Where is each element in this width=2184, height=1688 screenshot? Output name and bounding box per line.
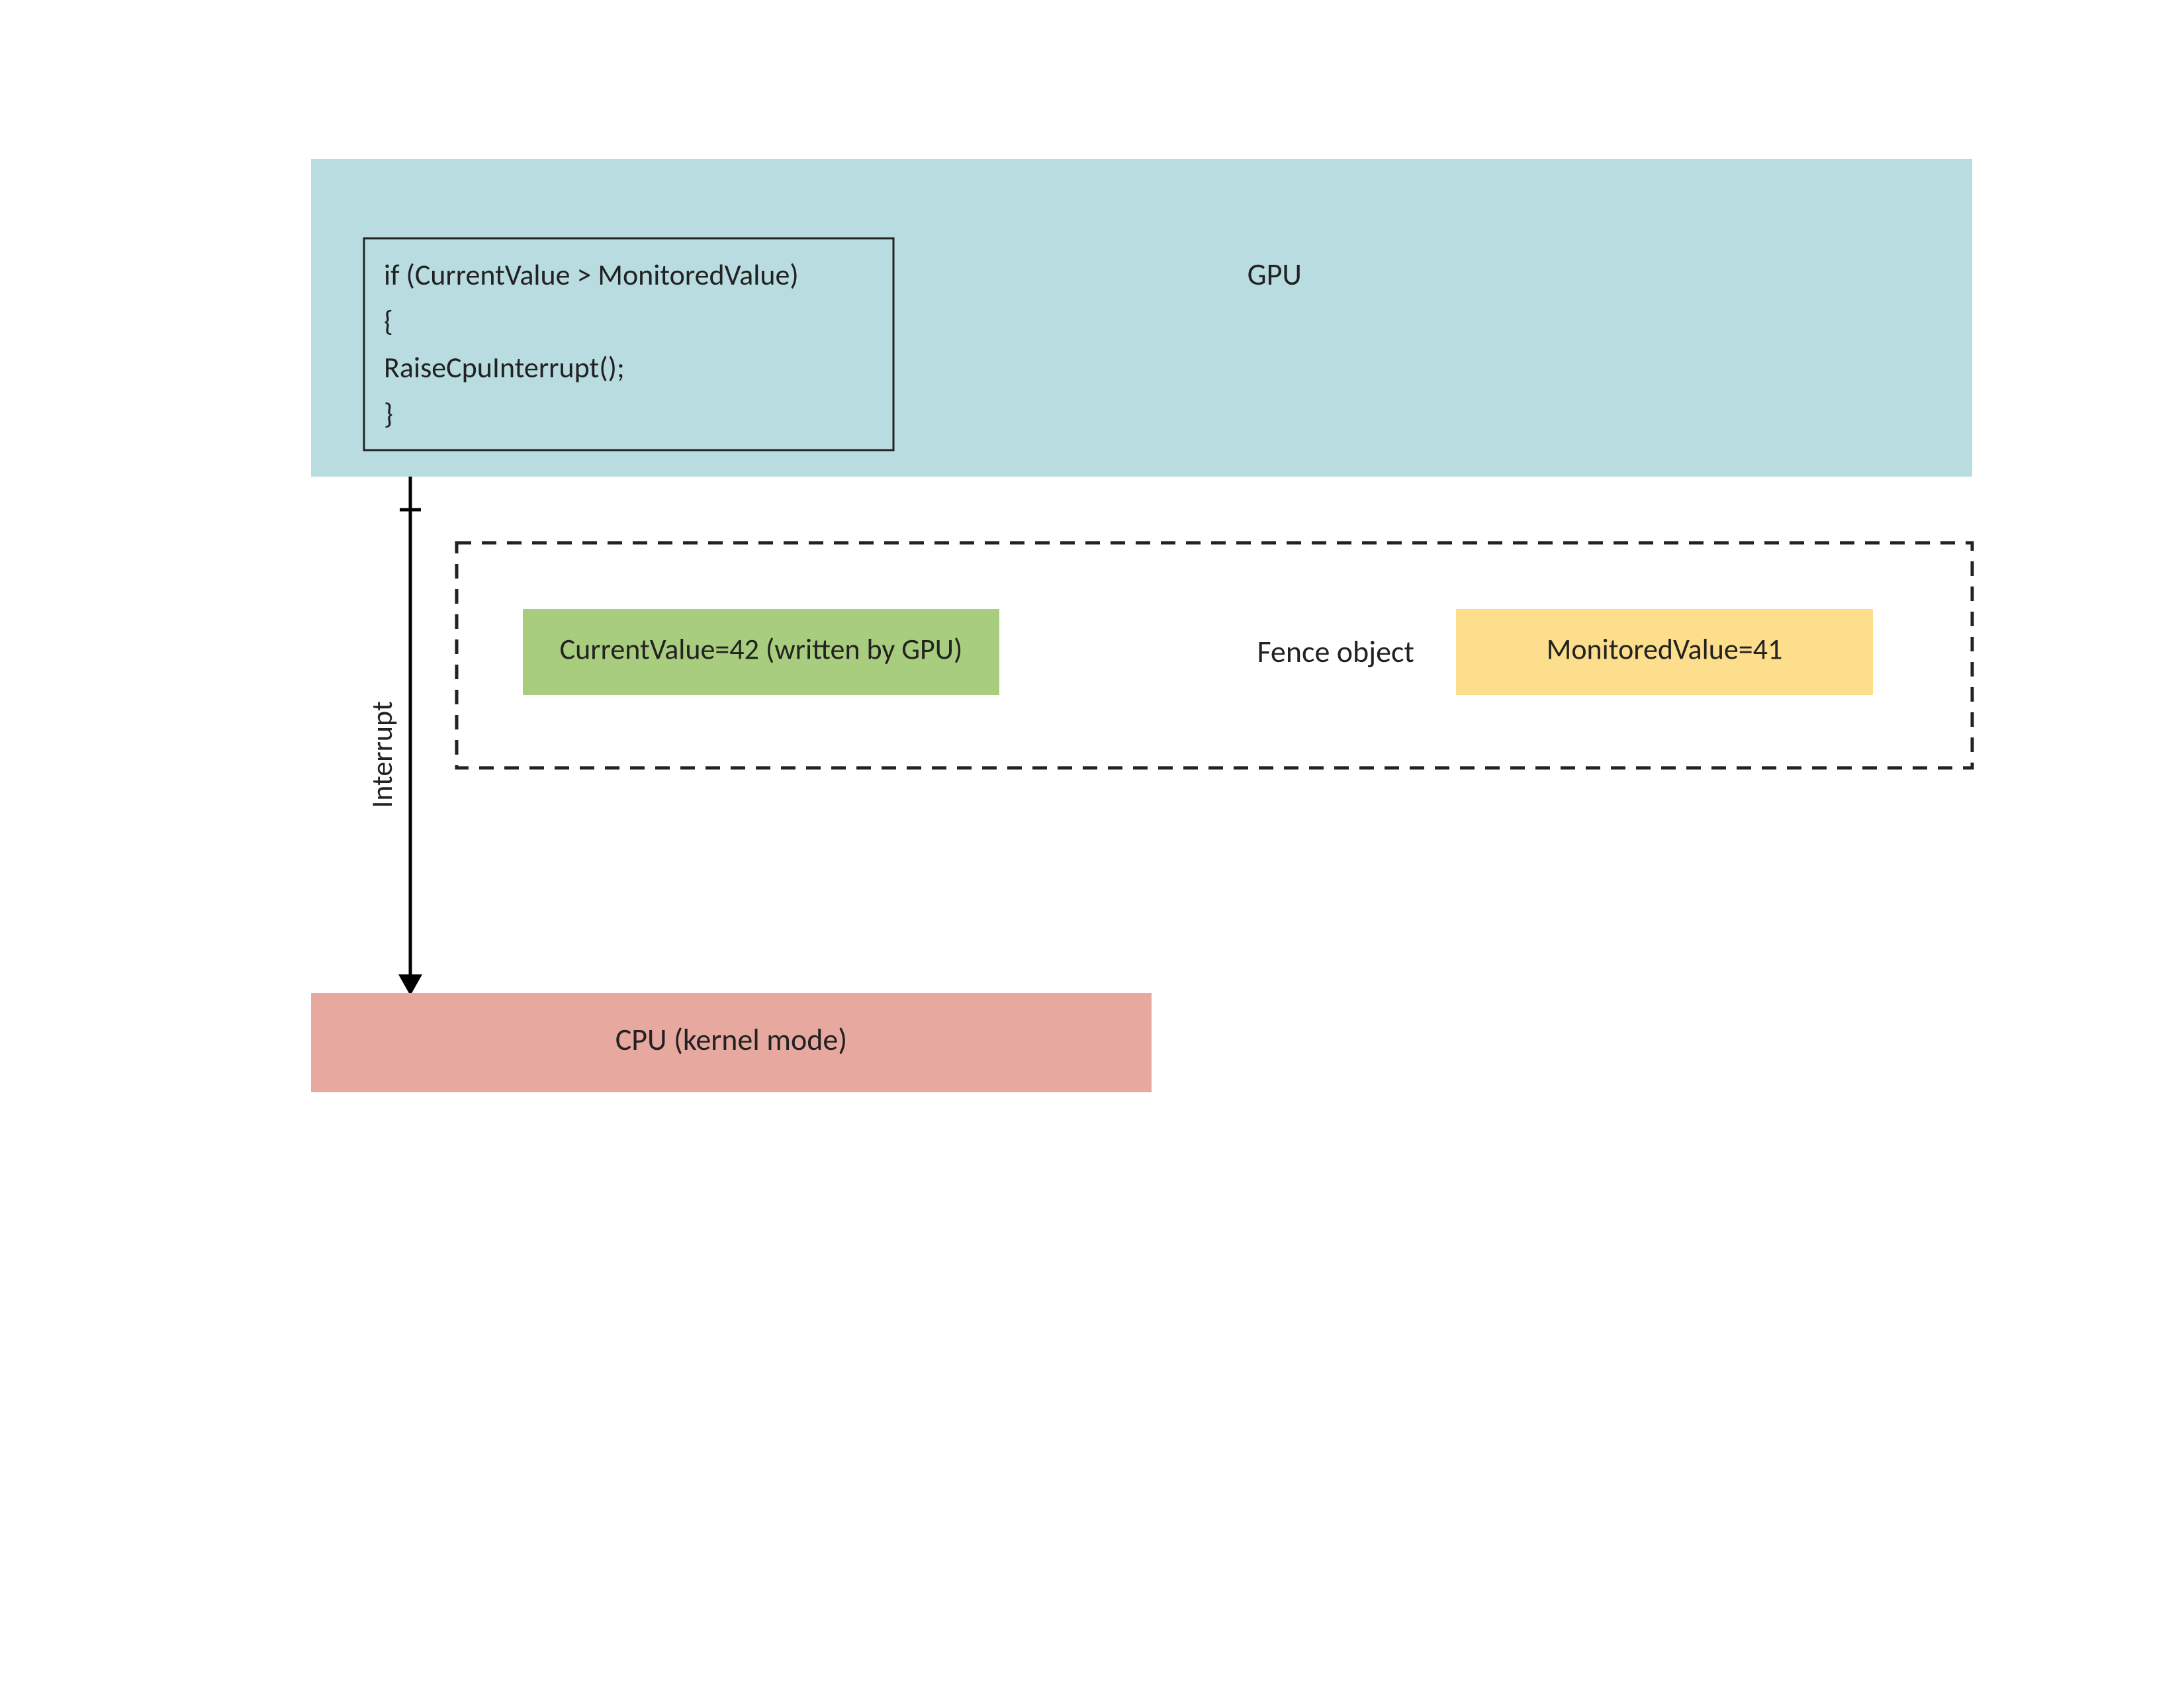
monitored-value-text: MonitoredValue=41 [1547,632,1783,667]
gpu-code-line: } [384,396,393,432]
fence-label: Fence object [1257,633,1414,671]
gpu-box [311,159,1972,477]
interrupt-label: Interrupt [364,701,400,808]
gpu-code-line: if (CurrentValue > MonitoredValue) [384,257,799,293]
gpu-label: GPU [1248,256,1302,293]
cpu-label: CPU (kernel mode) [615,1021,848,1058]
gpu-code-line: RaiseCpuInterrupt(); [384,350,625,385]
gpu-code-line: { [384,303,393,339]
current-value-text: CurrentValue=42 (written by GPU) [560,632,963,667]
